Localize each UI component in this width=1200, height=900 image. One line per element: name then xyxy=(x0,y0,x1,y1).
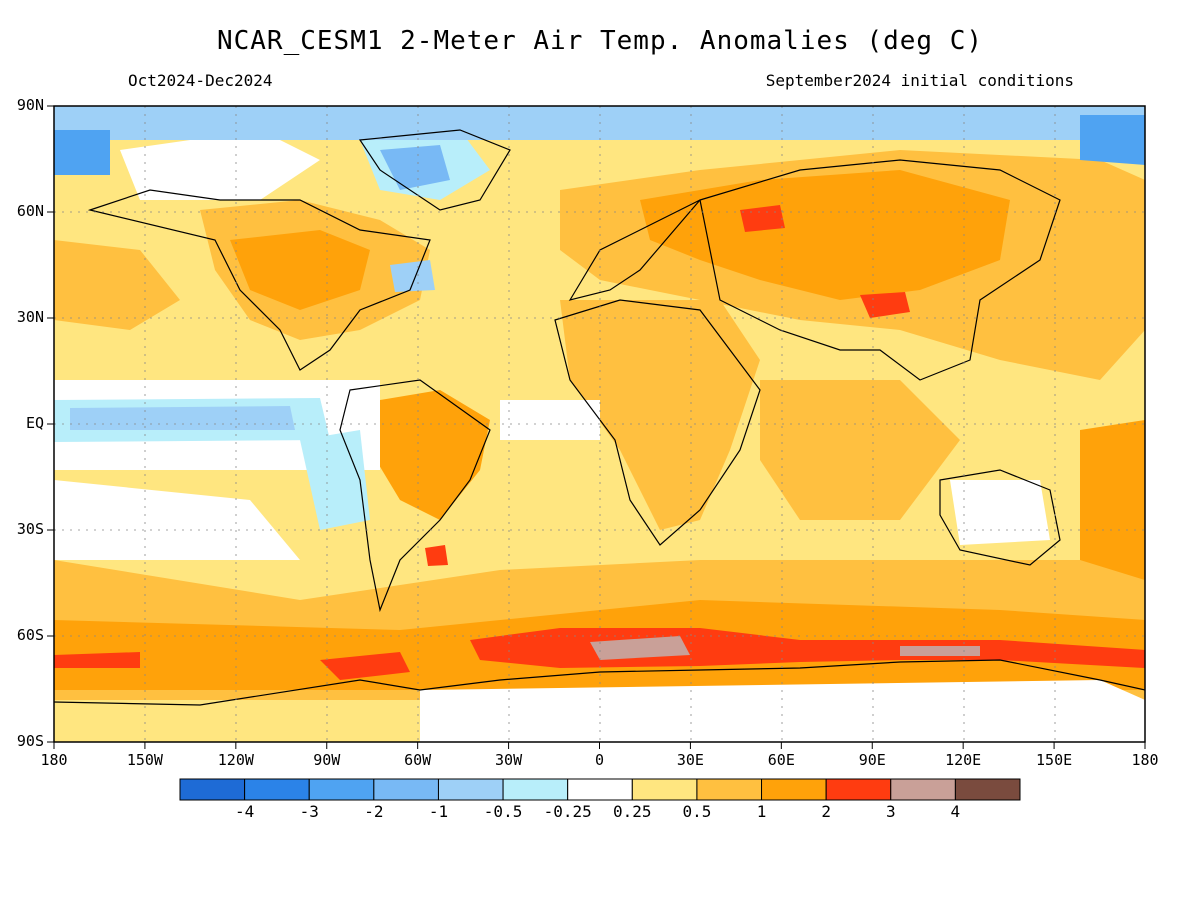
lat-label: 60N xyxy=(16,202,44,220)
lon-label: 120E xyxy=(945,751,982,769)
colorbar xyxy=(179,778,1021,801)
hot-patch-west xyxy=(54,652,140,668)
warm-region-eurasia-core xyxy=(640,170,1010,300)
very-hot-patch-1 xyxy=(590,636,690,660)
lon-label: 60E xyxy=(767,751,795,769)
graticule xyxy=(54,106,1145,742)
colorbar-swatch xyxy=(696,778,763,801)
colorbar-label: 1 xyxy=(756,802,767,821)
coastline-greenland xyxy=(358,129,511,211)
warm-region-south-america xyxy=(370,390,490,520)
colorbar-swatch xyxy=(761,778,827,801)
colorbar-label: -4 xyxy=(234,802,255,821)
lat-label: 90N xyxy=(16,96,44,114)
lon-label: 30W xyxy=(495,751,523,769)
neutral-tropical-atlantic xyxy=(500,400,600,440)
map-title: NCAR_CESM1 2-Meter Air Temp. Anomalies (… xyxy=(216,26,984,56)
colorbar-swatch xyxy=(373,778,439,801)
initial-conditions: September2024 initial conditions xyxy=(765,71,1074,90)
lon-label: 180 xyxy=(1131,751,1159,769)
colorbar-label: -1 xyxy=(428,802,449,821)
warm-region-indian-ocean xyxy=(760,380,960,520)
hot-band-antarctic xyxy=(470,628,1145,668)
lon-label: 90E xyxy=(858,751,886,769)
neutral-arctic-canada xyxy=(120,130,320,200)
colorbar-swatch xyxy=(244,778,310,801)
colorbar-swatch xyxy=(567,778,633,801)
neutral-south-pacific xyxy=(54,480,300,560)
hot-patch-argentina xyxy=(425,545,448,566)
lat-label: 90S xyxy=(16,732,44,750)
colorbar-swatch xyxy=(437,778,504,801)
colorbar-swatch xyxy=(954,778,1021,801)
coastline-africa xyxy=(554,299,761,546)
lat-label: EQ xyxy=(25,414,44,432)
cool2-equatorial-pacific xyxy=(70,406,295,430)
cool-peru xyxy=(300,430,370,530)
colorbar-label: -3 xyxy=(299,802,319,821)
warm-region-east-pacific xyxy=(54,240,180,330)
coastlines xyxy=(53,129,1146,706)
colorbar-label: -2 xyxy=(364,802,384,821)
warm-region-north-america-core xyxy=(230,230,370,310)
coastline-asia xyxy=(699,159,1061,381)
lon-label: 90W xyxy=(313,751,341,769)
colorbar-label: 4 xyxy=(950,802,961,821)
lon-label: 120W xyxy=(217,751,254,769)
lon-label: 150E xyxy=(1036,751,1073,769)
warm-region-africa xyxy=(560,300,760,530)
colder-alaska xyxy=(54,130,110,175)
colorbar-swatch xyxy=(825,778,892,801)
hot-patch-drake xyxy=(320,652,410,680)
coastline-australia xyxy=(939,469,1061,566)
colorbar-swatch xyxy=(890,778,956,801)
coastline-antarctica xyxy=(53,659,1146,706)
hot-patch-china xyxy=(860,292,910,318)
neutral-australia xyxy=(950,480,1050,545)
lat-label: 30S xyxy=(16,520,44,538)
colorbar-label: 3 xyxy=(885,802,896,821)
axis-ticks xyxy=(47,105,1146,749)
cold-north-pole xyxy=(54,106,1145,140)
coastline-north-america xyxy=(87,189,431,371)
colorbar-swatch xyxy=(631,778,698,801)
very-hot-patch-2 xyxy=(900,646,980,656)
lon-label: 180 xyxy=(40,751,68,769)
lat-label: 60S xyxy=(16,626,44,644)
colder-siberia-east xyxy=(1080,115,1145,165)
colorbar-swatch xyxy=(502,778,569,801)
lon-label: 0 xyxy=(594,751,605,769)
lat-label: 30N xyxy=(16,308,44,326)
neutral-antarctic-interior xyxy=(420,680,1145,742)
warm-region-west-pacific xyxy=(1080,420,1145,580)
lon-label: 150W xyxy=(126,751,163,769)
colorbar-label: -0.25 xyxy=(543,802,592,821)
coastline-south-america xyxy=(339,379,491,613)
cold-greenland xyxy=(380,145,450,190)
colorbar-label: 0.25 xyxy=(613,802,652,821)
forecast-period: Oct2024-Dec2024 xyxy=(128,71,273,90)
lon-label: 60W xyxy=(404,751,432,769)
colorbar-swatch xyxy=(308,778,375,801)
colorbar-label: 0.5 xyxy=(682,802,712,821)
cool-atlantic-us xyxy=(390,260,435,292)
colorbar-label: 2 xyxy=(821,802,831,821)
colorbar-swatch xyxy=(179,778,246,801)
colorbar-label: -0.5 xyxy=(483,802,523,821)
lon-label: 30E xyxy=(676,751,704,769)
